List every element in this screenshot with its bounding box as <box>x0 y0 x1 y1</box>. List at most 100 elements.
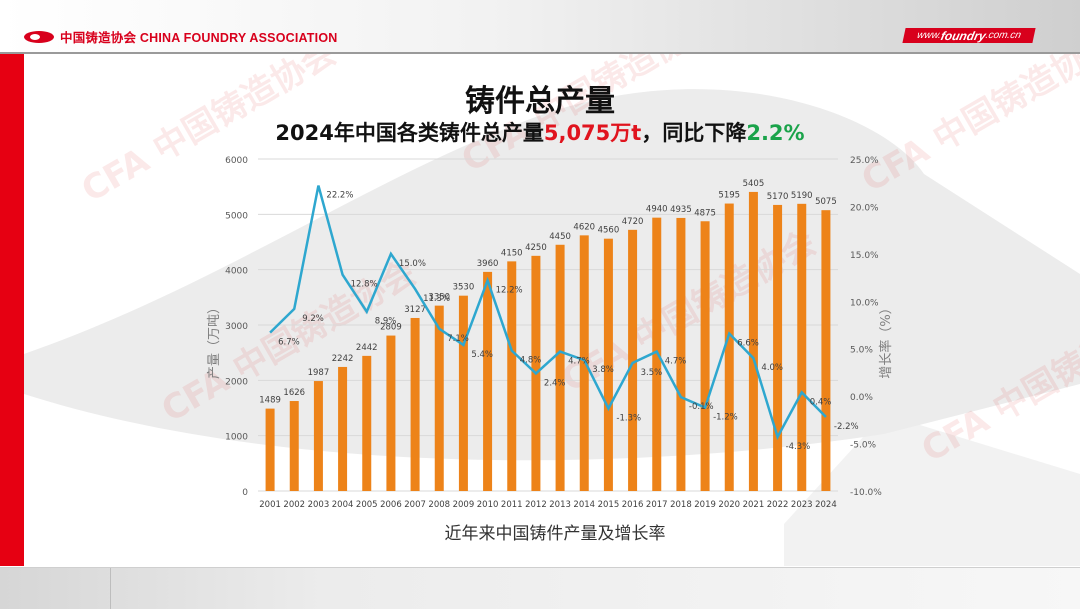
swoosh-shape <box>24 89 1080 566</box>
y-tick-label: 4000 <box>225 267 248 277</box>
bar-value-label: 3960 <box>477 259 499 269</box>
org-logo: 中国铸造协会 CHINA FOUNDRY ASSOCIATION <box>24 27 337 46</box>
rate-value-label: 12.8% <box>351 280 378 290</box>
rate-value-label: -2.2% <box>834 422 859 432</box>
x-tick-label: 2018 <box>670 500 692 510</box>
rate-value-label: 7.1% <box>447 334 469 344</box>
bar-value-label: 4940 <box>646 205 668 215</box>
y2-tick-label: 0.0% <box>850 393 873 403</box>
rate-value-label: -4.3% <box>786 442 811 452</box>
y-tick-label: 6000 <box>225 156 248 166</box>
bar <box>410 317 420 491</box>
y2-tick-label: 15.0% <box>850 251 879 261</box>
y-tick-label: 2000 <box>225 377 248 387</box>
y-tick-label: 5000 <box>225 211 248 221</box>
growth-rate-line <box>269 185 827 441</box>
bar-value-label: 1626 <box>283 388 305 398</box>
x-tick-label: 2012 <box>525 500 547 510</box>
bar-value-label: 4560 <box>598 226 620 236</box>
bar-value-label: 2242 <box>332 354 354 364</box>
y-tick-label: 3000 <box>225 322 248 332</box>
y2-tick-label: -10.0% <box>850 488 882 498</box>
bar <box>386 335 396 491</box>
x-tick-label: 2008 <box>428 500 450 510</box>
x-tick-label: 2002 <box>283 500 305 510</box>
x-tick-label: 2009 <box>453 500 475 510</box>
x-tick-label: 2007 <box>404 500 426 510</box>
rate-value-label: 22.2% <box>326 191 353 201</box>
rate-value-label: -1.3% <box>616 413 641 423</box>
rate-value-label: -0.1% <box>689 402 714 412</box>
y2-tick-label: -5.0% <box>850 441 877 451</box>
x-tick-label: 2016 <box>622 500 644 510</box>
bar-value-label: 4450 <box>549 232 571 242</box>
background-swoosh: CFA 中国铸造协会 CFA 中国铸造协会 CFA 中国铸造协会 CFA 中国铸… <box>24 54 1080 566</box>
bar-value-label: 5170 <box>767 192 789 202</box>
y-axis-label: 产量（万吨） <box>207 301 222 379</box>
bar-value-label: 1489 <box>259 396 281 406</box>
bar <box>555 244 565 491</box>
bar-value-label: 4250 <box>525 243 547 253</box>
rate-value-label: 9.2% <box>302 314 324 324</box>
page-subtitle: 2024年中国各类铸件总产量5,075万t，同比下降2.2% <box>0 117 1080 147</box>
total-output-value: 5,075万t <box>543 121 642 145</box>
bar <box>458 295 468 491</box>
footer-bar <box>0 567 1080 609</box>
x-tick-label: 2022 <box>767 500 789 510</box>
y2-tick-label: 10.0% <box>850 298 879 308</box>
bar-value-label: 5075 <box>815 197 837 207</box>
bar <box>676 217 686 491</box>
bar <box>773 204 783 491</box>
x-tick-label: 2010 <box>477 500 499 510</box>
bar <box>313 381 323 491</box>
y2-axis-label: 增长率（%） <box>878 301 894 378</box>
bar <box>579 235 589 491</box>
y2-tick-label: 25.0% <box>850 156 879 166</box>
bar <box>289 401 299 491</box>
x-tick-label: 2001 <box>259 500 281 510</box>
bar-value-label: 4620 <box>573 222 595 232</box>
bar <box>724 203 734 491</box>
bar-value-label: 4150 <box>501 248 523 258</box>
x-tick-label: 2017 <box>646 500 668 510</box>
bar <box>338 366 348 491</box>
bar <box>821 210 831 491</box>
x-tick-label: 2023 <box>791 500 813 510</box>
bar <box>434 305 444 491</box>
rate-value-label: 4.0% <box>761 363 783 373</box>
bar-value-label: 5195 <box>718 191 740 201</box>
rate-value-label: -1.2% <box>713 413 738 423</box>
cfa-logo-icon <box>24 30 54 43</box>
bar-value-label: 5405 <box>743 179 765 189</box>
bar-value-label: 2442 <box>356 343 378 353</box>
bar <box>628 229 638 491</box>
bar-value-label: 3127 <box>404 305 426 315</box>
bar-value-label: 1987 <box>308 368 330 378</box>
x-tick-label: 2021 <box>743 500 765 510</box>
bar <box>797 203 807 491</box>
y-tick-label: 1000 <box>225 433 248 443</box>
rate-value-label: 3.8% <box>592 365 614 375</box>
rate-value-label: 8.9% <box>375 317 397 327</box>
rate-value-label: 0.4% <box>810 397 832 407</box>
page-title: 铸件总产量 <box>465 84 615 119</box>
x-tick-label: 2004 <box>332 500 354 510</box>
bar <box>507 261 517 491</box>
rate-value-label: 12.2% <box>496 285 523 295</box>
x-tick-label: 2015 <box>598 500 620 510</box>
rate-value-label: 4.7% <box>665 357 687 367</box>
rate-value-label: 2.4% <box>544 378 566 388</box>
bar-value-label: 3530 <box>453 283 475 293</box>
y2-tick-label: 5.0% <box>850 346 873 356</box>
x-tick-label: 2014 <box>573 500 595 510</box>
bar <box>700 221 710 491</box>
bar <box>265 408 275 491</box>
org-name: 中国铸造协会 CHINA FOUNDRY ASSOCIATION <box>60 31 338 45</box>
y-tick-label: 0 <box>242 488 248 498</box>
x-tick-label: 2020 <box>718 500 740 510</box>
bar-value-label: 4875 <box>694 208 716 218</box>
rate-value-label: 4.7% <box>568 357 590 367</box>
header-bar: 中国铸造协会 CHINA FOUNDRY ASSOCIATION www. fou… <box>0 0 1080 54</box>
rate-value-label: 6.7% <box>278 338 300 348</box>
rate-value-label: 4.8% <box>520 356 542 366</box>
